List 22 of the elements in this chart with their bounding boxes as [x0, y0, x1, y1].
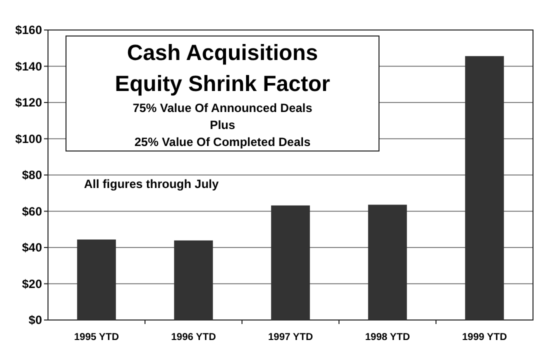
y-tick-label: $160: [15, 23, 42, 38]
annotation: All figures through July: [84, 177, 219, 191]
y-tick-label: $120: [15, 96, 42, 110]
x-tick-label: 1998 YTD: [365, 332, 410, 343]
x-tick-label: 1997 YTD: [268, 332, 313, 343]
y-tick-label: $40: [22, 240, 42, 255]
bar: [174, 240, 213, 320]
y-tick-label: $100: [15, 132, 42, 146]
text: Cash Acquisitions Equity Shrink Factor: [114, 40, 331, 96]
bar: [77, 240, 116, 320]
y-tick-label: $140: [15, 59, 42, 74]
x-tick-label: 1999 YTD: [462, 332, 507, 343]
y-tick-label: $0: [28, 313, 42, 328]
y-tick-label: $60: [22, 204, 42, 218]
x-tick-label: 1995 YTD: [74, 332, 119, 343]
y-tick-label: $80: [22, 168, 42, 182]
bar: [368, 204, 407, 320]
bar: [465, 56, 504, 320]
y-tick-label: $20: [22, 276, 42, 291]
bar: [271, 205, 310, 320]
x-tick-label: 1996 YTD: [171, 332, 216, 343]
text: 75% Value Of Announced Deals Plus 25% Value Of Completed Deals: [132, 101, 313, 149]
